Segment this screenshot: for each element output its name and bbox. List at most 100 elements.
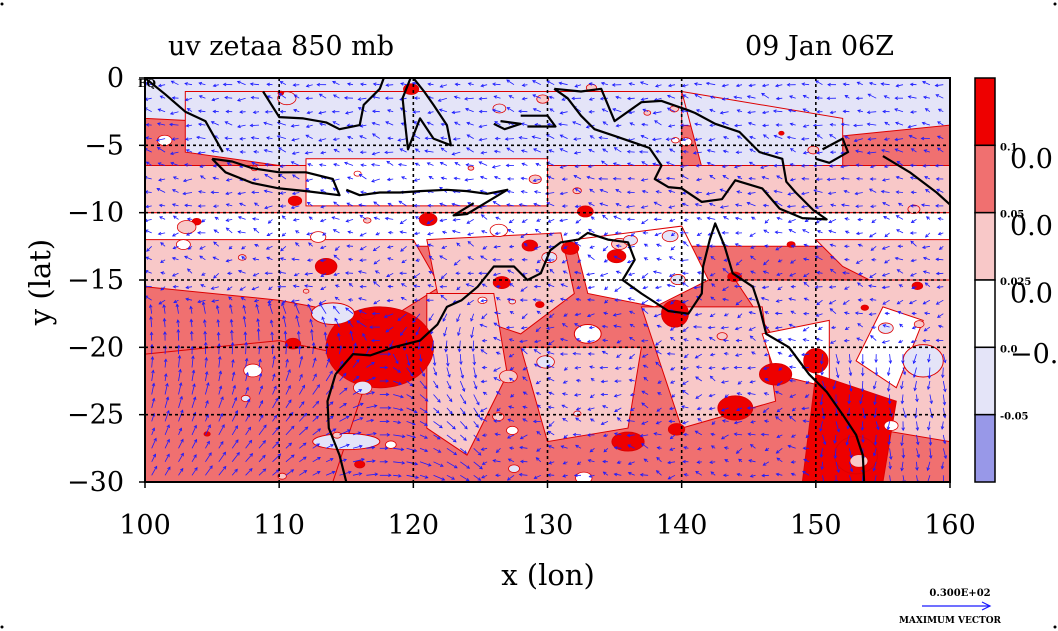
wind-vector <box>433 367 437 376</box>
wind-vector-head <box>401 434 406 439</box>
wind-vector-head <box>372 459 376 463</box>
wind-vector <box>419 421 428 426</box>
wind-vector <box>331 216 340 220</box>
wind-vector <box>669 407 676 410</box>
wind-vector-head <box>288 442 292 447</box>
wind-vector-head <box>413 409 418 414</box>
wind-vector-head <box>481 475 485 479</box>
wind-vector-head <box>772 109 777 113</box>
wind-vector-head <box>922 95 927 100</box>
wind-vector-head <box>427 110 432 115</box>
wind-vector <box>655 84 662 87</box>
wind-vector <box>722 97 729 100</box>
wind-vector <box>190 319 193 328</box>
vector-legend-label: MAXIMUM VECTOR <box>899 616 1002 626</box>
wind-vector-head <box>288 399 292 404</box>
wind-vector-head <box>612 313 617 317</box>
wind-vector-head <box>270 331 274 336</box>
vorticity-speck <box>643 110 652 116</box>
wind-vector <box>406 354 410 366</box>
wind-vector-head <box>589 135 594 139</box>
wind-vector-head <box>640 97 645 101</box>
wind-vector-head <box>481 283 486 287</box>
wind-vector-head <box>230 341 235 346</box>
wind-vector <box>299 470 307 476</box>
wind-vector <box>272 373 275 382</box>
wind-vector-head <box>279 109 284 114</box>
wind-vector <box>493 337 501 341</box>
wind-vector-head <box>166 424 170 429</box>
wind-vector-head <box>437 449 442 453</box>
wind-vector-head <box>860 427 865 431</box>
wind-vector-head <box>600 81 605 86</box>
wind-vector-head <box>492 201 497 205</box>
wind-vector-head <box>264 163 269 167</box>
wind-vector-head <box>172 176 177 180</box>
wind-vector <box>694 83 702 86</box>
wind-vector <box>533 108 541 113</box>
wind-vector <box>291 205 300 209</box>
wind-vector-head <box>399 407 404 412</box>
wind-vector-head <box>521 348 525 352</box>
wind-vector <box>507 190 515 193</box>
wind-vector <box>211 97 219 101</box>
wind-vector-head <box>160 287 165 291</box>
wind-vector-head <box>523 242 528 247</box>
wind-vector-head <box>681 137 686 142</box>
wind-vector-head <box>243 331 248 335</box>
wind-vector <box>776 299 783 302</box>
wind-vector <box>709 394 716 397</box>
wind-vector-head <box>439 161 444 166</box>
wind-vector-head <box>359 214 364 219</box>
wind-vector-head <box>264 271 269 276</box>
wind-vector <box>419 394 429 402</box>
wind-vector <box>916 394 918 402</box>
wind-vector <box>654 201 662 207</box>
wind-vector <box>295 242 300 247</box>
vorticity-feature <box>312 433 381 451</box>
wind-vector-head <box>707 325 712 330</box>
wind-vector <box>601 82 609 86</box>
wind-vector-head <box>299 355 304 360</box>
wind-vector-head <box>331 109 336 114</box>
wind-vector-head <box>279 204 284 208</box>
wind-vector-head <box>334 317 338 322</box>
wind-vector-head <box>475 424 479 428</box>
wind-vector-head <box>453 95 458 99</box>
vorticity-speck <box>572 187 582 195</box>
wind-vector-head <box>225 191 230 196</box>
wind-vector <box>682 421 689 424</box>
wind-vector-head <box>456 286 460 291</box>
wind-vector <box>467 256 474 261</box>
wind-vector <box>427 121 434 126</box>
wind-vector-head <box>562 380 567 384</box>
vector-legend-arrowhead <box>981 601 992 611</box>
wind-vector-head <box>615 95 619 100</box>
wind-vector-head <box>861 439 865 444</box>
wind-vector-head <box>602 433 607 438</box>
wind-vector-head <box>279 191 284 195</box>
wind-vector <box>418 340 421 350</box>
wind-vector <box>816 299 823 306</box>
wind-vector-head <box>681 300 686 304</box>
wind-vector-head <box>774 151 779 155</box>
wind-vector-head <box>330 444 334 448</box>
wind-vector-head <box>588 474 593 478</box>
wind-vector-head <box>693 82 698 86</box>
wind-vector-head <box>242 304 246 309</box>
wind-vector-head <box>612 177 617 181</box>
coastline <box>401 78 452 151</box>
wind-vector <box>191 383 195 395</box>
wind-vector <box>801 165 810 167</box>
wind-vector-head <box>872 467 876 472</box>
wind-vector <box>481 84 488 87</box>
wind-vector <box>145 270 152 274</box>
wind-vector <box>628 298 635 301</box>
wind-vector <box>183 192 193 195</box>
wind-vector <box>211 121 219 126</box>
wind-vector-head <box>476 414 481 418</box>
wind-vector <box>190 306 193 314</box>
vorticity-features <box>156 83 944 482</box>
wind-vector-head <box>384 446 389 451</box>
wind-vector-head <box>748 297 753 301</box>
